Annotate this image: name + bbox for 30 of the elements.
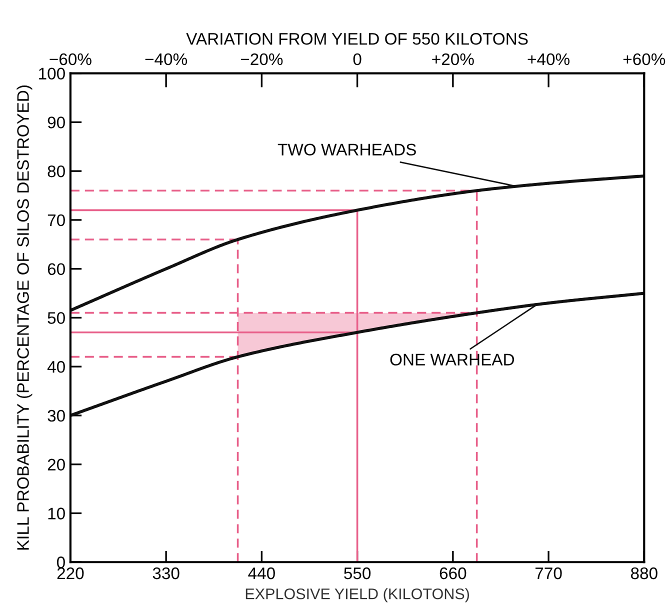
x2-tick-label: −60% [50, 53, 92, 66]
x2-tick-label: −20% [240, 53, 283, 66]
x-axis-title: EXPLOSIVE YIELD (KILOTONS) [246, 588, 470, 602]
y-tick-label: 90 [48, 116, 65, 128]
x-tick-label: 770 [535, 567, 562, 580]
y-tick-label: 100 [39, 68, 65, 80]
x-tick-label: 660 [440, 567, 466, 580]
x2-tick-label: 0 [353, 53, 362, 66]
x2-tick-label: −40% [145, 53, 188, 66]
x2-tick-label: +40% [528, 53, 570, 66]
y-tick-label: 30 [48, 410, 65, 422]
y-tick-label: 60 [48, 263, 65, 276]
x-tick-label: 220 [57, 567, 84, 580]
y-tick-label: 10 [48, 508, 65, 520]
x-tick-label: 330 [152, 567, 180, 580]
annotation: TWO WARHEADS [278, 144, 416, 156]
annotation: ONE WARHEAD [390, 354, 514, 366]
x-tick-label: 550 [344, 567, 371, 580]
y-tick-label: 50 [48, 312, 65, 324]
y-tick-label: 20 [48, 458, 65, 471]
y-tick-label: 40 [47, 361, 65, 373]
x-tick-label: 880 [630, 567, 658, 580]
y-tick-label: 70 [48, 214, 65, 226]
x2-tick-label: +20% [432, 53, 474, 66]
x-tick-label: 440 [248, 567, 275, 580]
x2-tick-label: +60% [623, 53, 666, 66]
x2-axis-title: VARIATION FROM YIELD OF 550 KILOTONS [186, 32, 528, 45]
y-axis-title: KILL PROBABILITY (PERCENTAGE OF SILOS DESTROYED) [16, 86, 32, 550]
y-tick-label: 0 [56, 556, 65, 568]
y-tick-label: 80 [48, 165, 65, 178]
